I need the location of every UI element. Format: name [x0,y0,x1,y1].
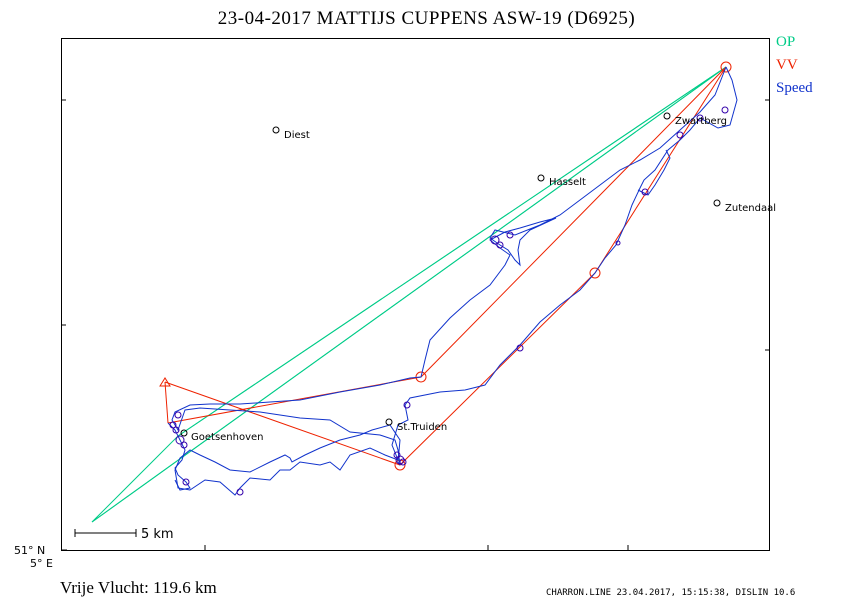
axis-ticks [61,99,769,551]
free-flight-distance: Vrije Vlucht: 119.6 km [60,578,217,597]
legend-op: OP [776,34,796,50]
op-lines [91,66,727,523]
places: Diest Hasselt Zwartberg Zutendaal St.Tru… [180,112,776,443]
flight-track [167,66,738,496]
place-diest: Diest [284,130,310,141]
legend-speed: Speed [776,80,813,96]
scale-bar-label: 5 km [141,527,174,542]
track-clusters [169,106,729,496]
place-sttruiden: St.Truiden [397,422,447,433]
map-frame [61,38,770,551]
scale-bar [74,529,137,537]
page-title: 23-04-2017 MATTIJS CUPPENS ASW-19 (D6925… [217,8,636,29]
latitude-label: 51° N [14,544,46,557]
legend-vv: VV [776,57,798,73]
place-zutendaal: Zutendaal [725,203,776,214]
place-zwartberg: Zwartberg [675,116,727,127]
vv-lines [159,61,732,471]
place-goetsenhoven: Goetsenhoven [191,432,264,443]
longitude-label: 5° E [30,557,53,570]
footer-credit: CHARRON.LINE 23.04.2017, 15:15:38, DISLI… [546,588,796,598]
place-hasselt: Hasselt [549,177,586,188]
